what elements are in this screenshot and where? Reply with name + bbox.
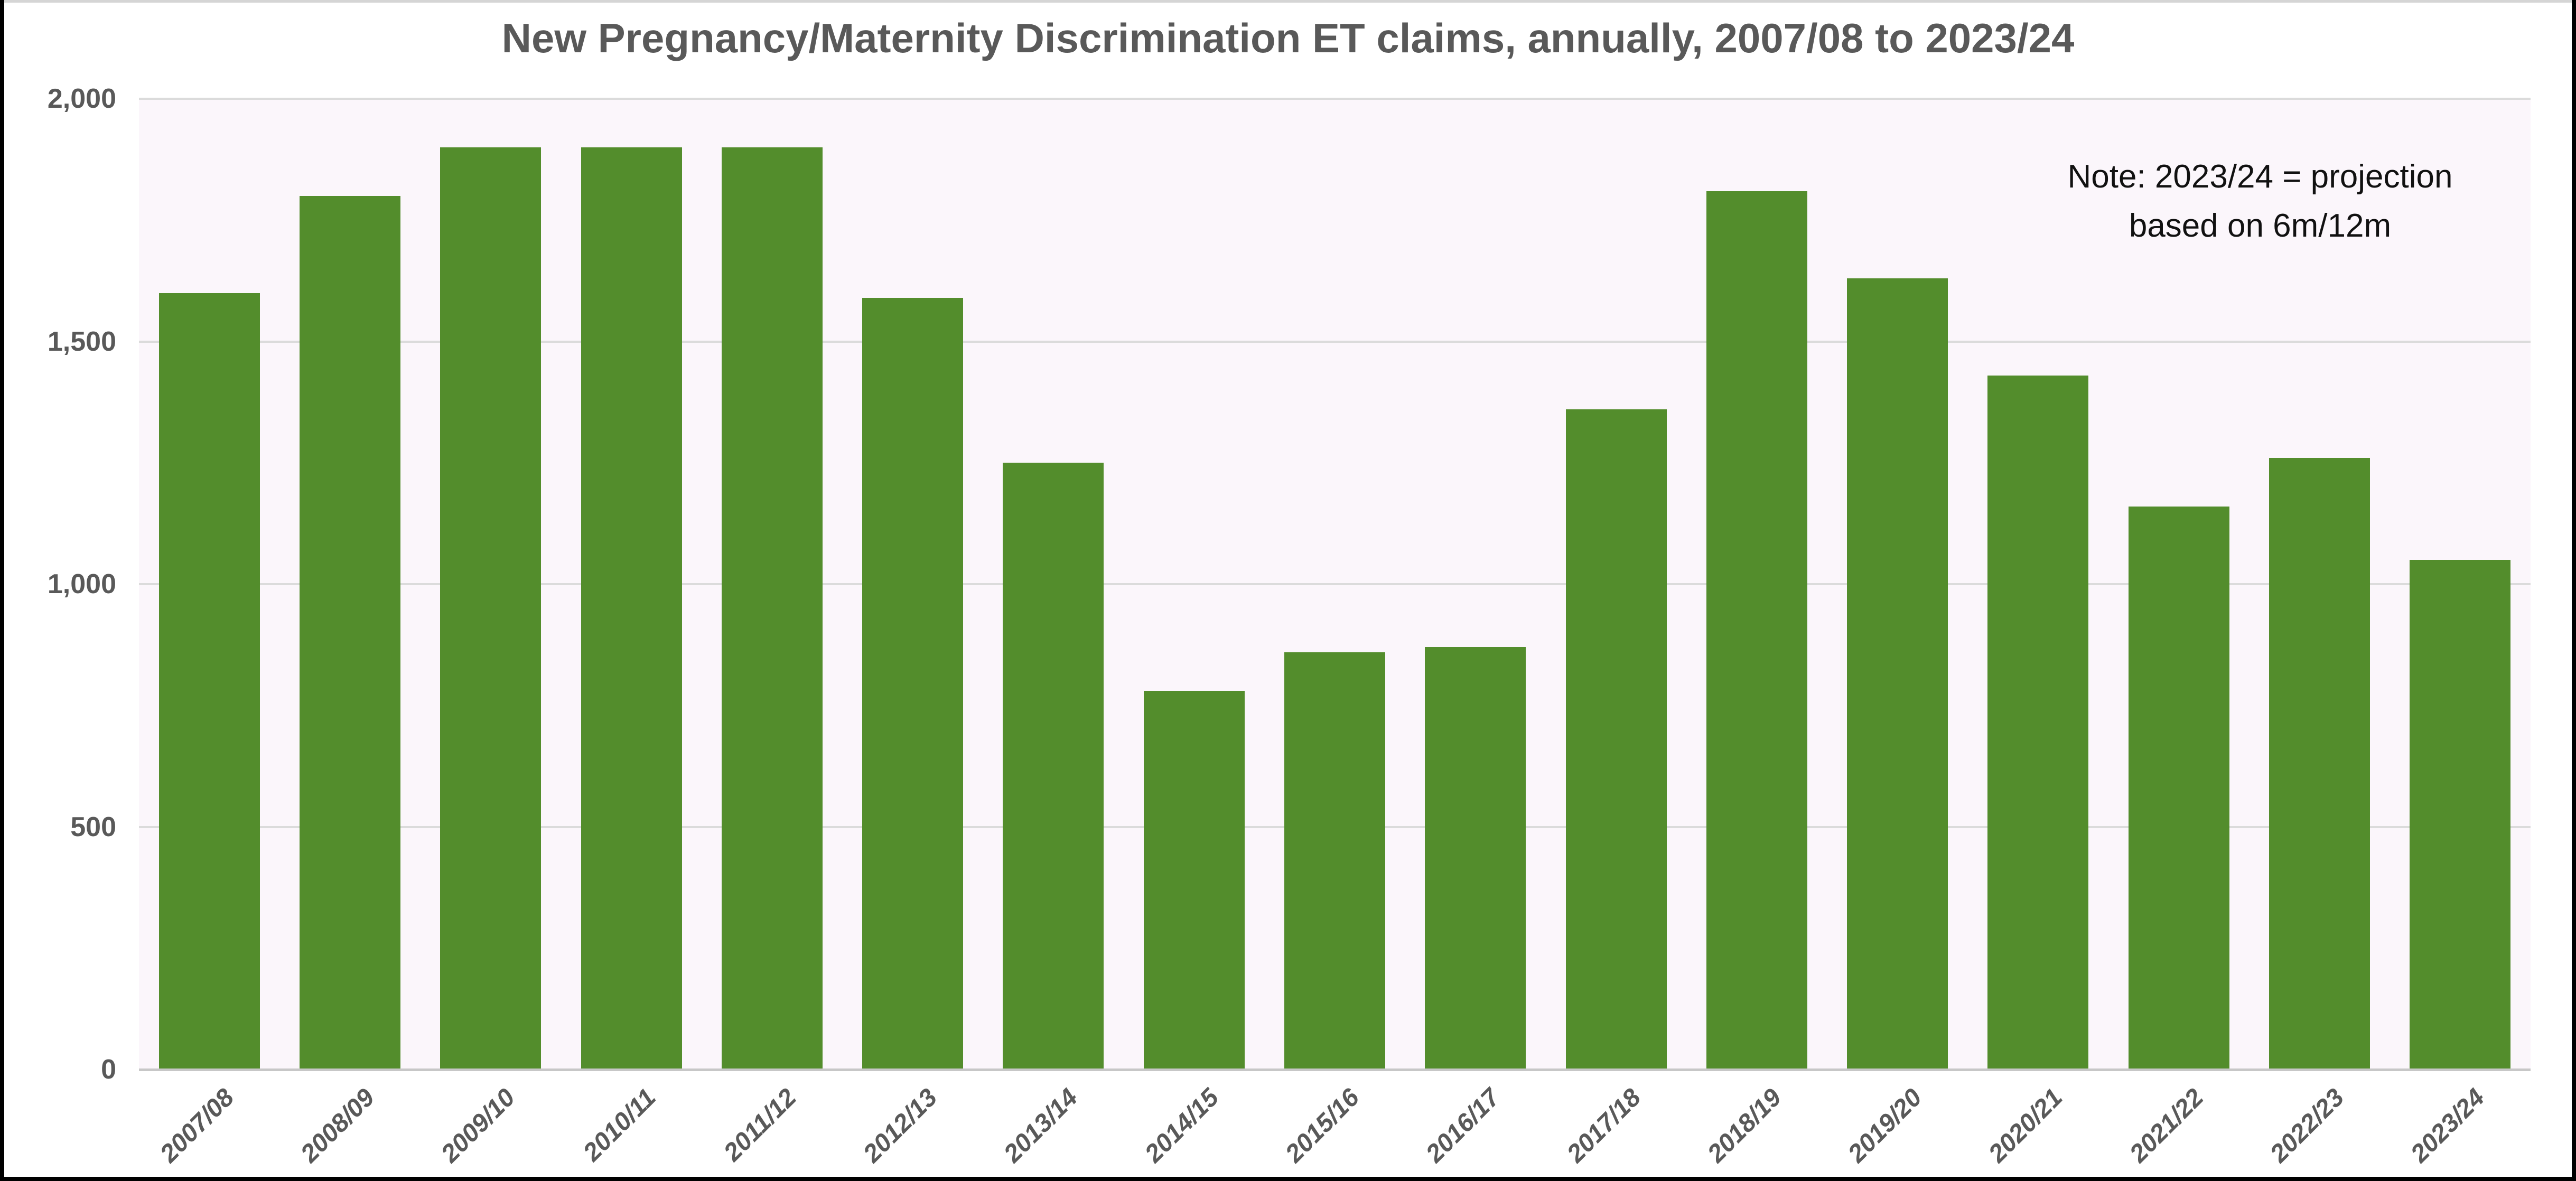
x-tick-label-2021/22: 2021/22 [2124,1083,2209,1168]
bar-2010/11 [581,147,682,1070]
bar-2020/21 [1987,375,2089,1070]
bar-2018/19 [1706,191,1807,1070]
x-tick-label-2016/17: 2016/17 [1421,1083,1506,1168]
x-tick-label-2012/13: 2012/13 [858,1083,943,1168]
x-tick-label-2010/11: 2010/11 [578,1083,661,1167]
x-tick-label-2009/10: 2009/10 [436,1083,521,1168]
x-tick-label-2017/18: 2017/18 [1561,1083,1646,1168]
bar-2011/12 [721,147,823,1070]
gridline-1000 [139,583,2531,585]
y-tick-label-500: 500 [70,811,116,842]
x-tick-label-2011/12: 2011/12 [718,1083,802,1167]
chart-title: New Pregnancy/Maternity Discrimination E… [501,15,2075,61]
bar-2012/13 [862,297,964,1070]
y-tick-label-0: 0 [101,1054,116,1085]
x-axis-line [139,1068,2531,1071]
gridline-1500 [139,340,2531,343]
y-tick-label-2000: 2,000 [47,83,116,114]
x-tick-label-2014/15: 2014/15 [1139,1083,1224,1168]
frame-bottom-edge [0,1177,2576,1181]
bar-2013/14 [1003,463,1104,1070]
frame-top-edge [0,0,2576,3]
x-tick-label-2018/19: 2018/19 [1702,1083,1787,1168]
bar-2022/23 [2269,458,2370,1070]
chart-note-line2: based on 6m/12m [2129,208,2392,244]
x-tick-label-2023/24: 2023/24 [2405,1083,2490,1168]
y-tick-label-1500: 1,500 [47,326,116,357]
frame-left-edge [0,0,4,1181]
bar-2017/18 [1565,409,1667,1070]
y-tick-label-1000: 1,000 [47,569,116,599]
bar-2014/15 [1143,691,1245,1070]
bar-2016/17 [1425,647,1526,1070]
bar-2019/20 [1847,278,1948,1070]
bar-2009/10 [440,147,542,1070]
chart-note: Note: 2023/24 = projection based on 6m/1… [2022,152,2498,250]
bar-2007/08 [158,293,260,1070]
x-tick-label-2008/09: 2008/09 [295,1083,380,1168]
bar-2021/22 [2128,506,2229,1070]
x-tick-label-2022/23: 2022/23 [2265,1083,2350,1168]
frame-right-edge [2572,0,2576,1181]
bar-2023/24 [2410,560,2511,1070]
x-tick-label-2015/16: 2015/16 [1280,1083,1365,1168]
x-tick-label-2020/21: 2020/21 [1983,1083,2068,1168]
gridline-2000 [139,98,2531,100]
x-tick-label-2007/08: 2007/08 [154,1083,239,1168]
chart-note-line1: Note: 2023/24 = projection [2067,158,2453,195]
bar-2015/16 [1284,652,1385,1070]
x-tick-label-2013/14: 2013/14 [998,1083,1084,1168]
bar-2008/09 [299,195,400,1070]
plot-area [139,98,2531,1070]
x-tick-label-2019/20: 2019/20 [1843,1083,1928,1168]
